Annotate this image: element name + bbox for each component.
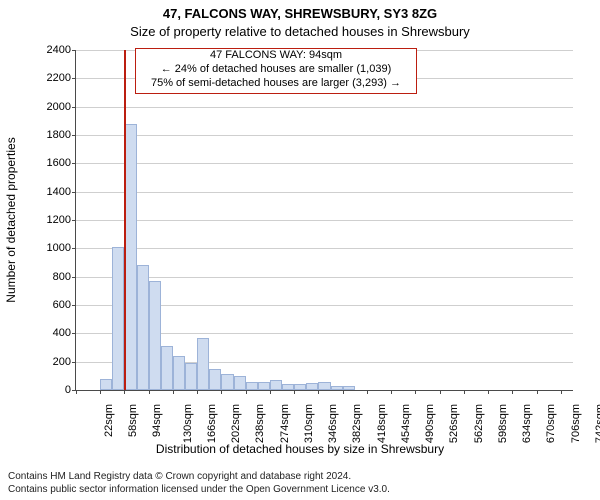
annotation-line: 75% of semi-detached houses are larger (… — [136, 77, 416, 91]
x-tick-label: 202sqm — [230, 404, 242, 443]
footer-line: Contains public sector information licen… — [8, 484, 390, 497]
histogram-bar — [112, 247, 124, 390]
histogram-bar — [185, 363, 197, 390]
histogram-plot: 0200400600800100012001400160018002000220… — [75, 50, 573, 391]
x-tick — [173, 390, 174, 394]
x-tick — [221, 390, 222, 394]
gridline — [76, 277, 573, 278]
y-tick-label: 600 — [53, 299, 76, 311]
x-tick — [440, 390, 441, 394]
x-tick-label: 382sqm — [352, 404, 364, 443]
x-tick — [197, 390, 198, 394]
x-tick-label: 454sqm — [400, 404, 412, 443]
histogram-bar — [209, 369, 221, 390]
y-tick-label: 2000 — [47, 101, 76, 113]
y-tick-label: 1200 — [47, 214, 76, 226]
y-tick-label: 1400 — [47, 186, 76, 198]
x-tick — [367, 390, 368, 394]
x-tick-label: 22sqm — [103, 404, 115, 437]
x-tick — [391, 390, 392, 394]
gridline — [76, 135, 573, 136]
x-tick — [537, 390, 538, 394]
histogram-bar — [318, 382, 330, 391]
y-tick-label: 200 — [53, 356, 76, 368]
x-tick — [76, 390, 77, 394]
histogram-bar — [173, 356, 185, 390]
histogram-bar — [197, 338, 209, 390]
x-tick — [246, 390, 247, 394]
x-tick-label: 490sqm — [424, 404, 436, 443]
y-axis-label: Number of detached properties — [4, 137, 18, 302]
gridline — [76, 107, 573, 108]
histogram-bar — [100, 379, 112, 390]
histogram-bar — [221, 374, 233, 390]
histogram-bar — [258, 382, 270, 391]
gridline — [76, 163, 573, 164]
y-tick-label: 2400 — [47, 44, 76, 56]
y-tick-label: 0 — [65, 384, 76, 396]
gridline — [76, 192, 573, 193]
x-tick-label: 562sqm — [473, 404, 485, 443]
x-tick-label: 130sqm — [182, 404, 194, 443]
y-tick-label: 800 — [53, 271, 76, 283]
gridline — [76, 248, 573, 249]
annotation-box: 47 FALCONS WAY: 94sqm← 24% of detached h… — [135, 48, 417, 94]
histogram-bar — [137, 265, 149, 390]
x-tick — [488, 390, 489, 394]
subject-marker-line — [124, 50, 126, 390]
x-tick-label: 418sqm — [376, 404, 388, 443]
histogram-bar — [149, 281, 161, 390]
histogram-bar — [343, 386, 355, 390]
y-tick-label: 1000 — [47, 242, 76, 254]
y-tick-label: 1800 — [47, 129, 76, 141]
y-tick-label: 1600 — [47, 157, 76, 169]
x-tick-label: 706sqm — [570, 404, 582, 443]
x-tick-label: 526sqm — [449, 404, 461, 443]
x-tick — [149, 390, 150, 394]
attribution-footer: Contains HM Land Registry data © Crown c… — [8, 471, 390, 496]
annotation-line: 47 FALCONS WAY: 94sqm — [136, 49, 416, 63]
x-tick — [415, 390, 416, 394]
x-tick — [464, 390, 465, 394]
x-tick-label: 346sqm — [327, 404, 339, 443]
y-tick-label: 400 — [53, 327, 76, 339]
x-tick-label: 598sqm — [497, 404, 509, 443]
x-tick-label: 310sqm — [303, 404, 315, 443]
x-tick — [124, 390, 125, 394]
x-tick — [512, 390, 513, 394]
x-tick — [343, 390, 344, 394]
x-tick-label: 670sqm — [546, 404, 558, 443]
x-tick-label: 634sqm — [521, 404, 533, 443]
histogram-bar — [306, 383, 318, 390]
title-line1: 47, FALCONS WAY, SHREWSBURY, SY3 8ZG — [0, 6, 600, 21]
x-tick-label: 238sqm — [255, 404, 267, 443]
histogram-bar — [282, 384, 294, 390]
x-tick — [270, 390, 271, 394]
y-tick-label: 2200 — [47, 72, 76, 84]
histogram-bar — [331, 386, 343, 390]
annotation-line: ← 24% of detached houses are smaller (1,… — [136, 63, 416, 77]
x-tick-label: 94sqm — [152, 404, 164, 437]
x-axis-label: Distribution of detached houses by size … — [0, 442, 600, 456]
x-tick-label: 166sqm — [206, 404, 218, 443]
x-tick-label: 58sqm — [127, 404, 139, 437]
x-tick-label: 742sqm — [594, 404, 600, 443]
histogram-bar — [161, 346, 173, 390]
x-tick — [100, 390, 101, 394]
footer-line: Contains HM Land Registry data © Crown c… — [8, 471, 390, 484]
x-tick — [561, 390, 562, 394]
histogram-bar — [294, 384, 306, 390]
histogram-bar — [246, 382, 258, 391]
histogram-bar — [234, 376, 246, 390]
chart-container: 47, FALCONS WAY, SHREWSBURY, SY3 8ZG Siz… — [0, 0, 600, 500]
histogram-bar — [270, 380, 282, 390]
gridline — [76, 220, 573, 221]
title-line2: Size of property relative to detached ho… — [0, 24, 600, 39]
x-tick-label: 274sqm — [279, 404, 291, 443]
x-tick — [294, 390, 295, 394]
x-tick — [318, 390, 319, 394]
